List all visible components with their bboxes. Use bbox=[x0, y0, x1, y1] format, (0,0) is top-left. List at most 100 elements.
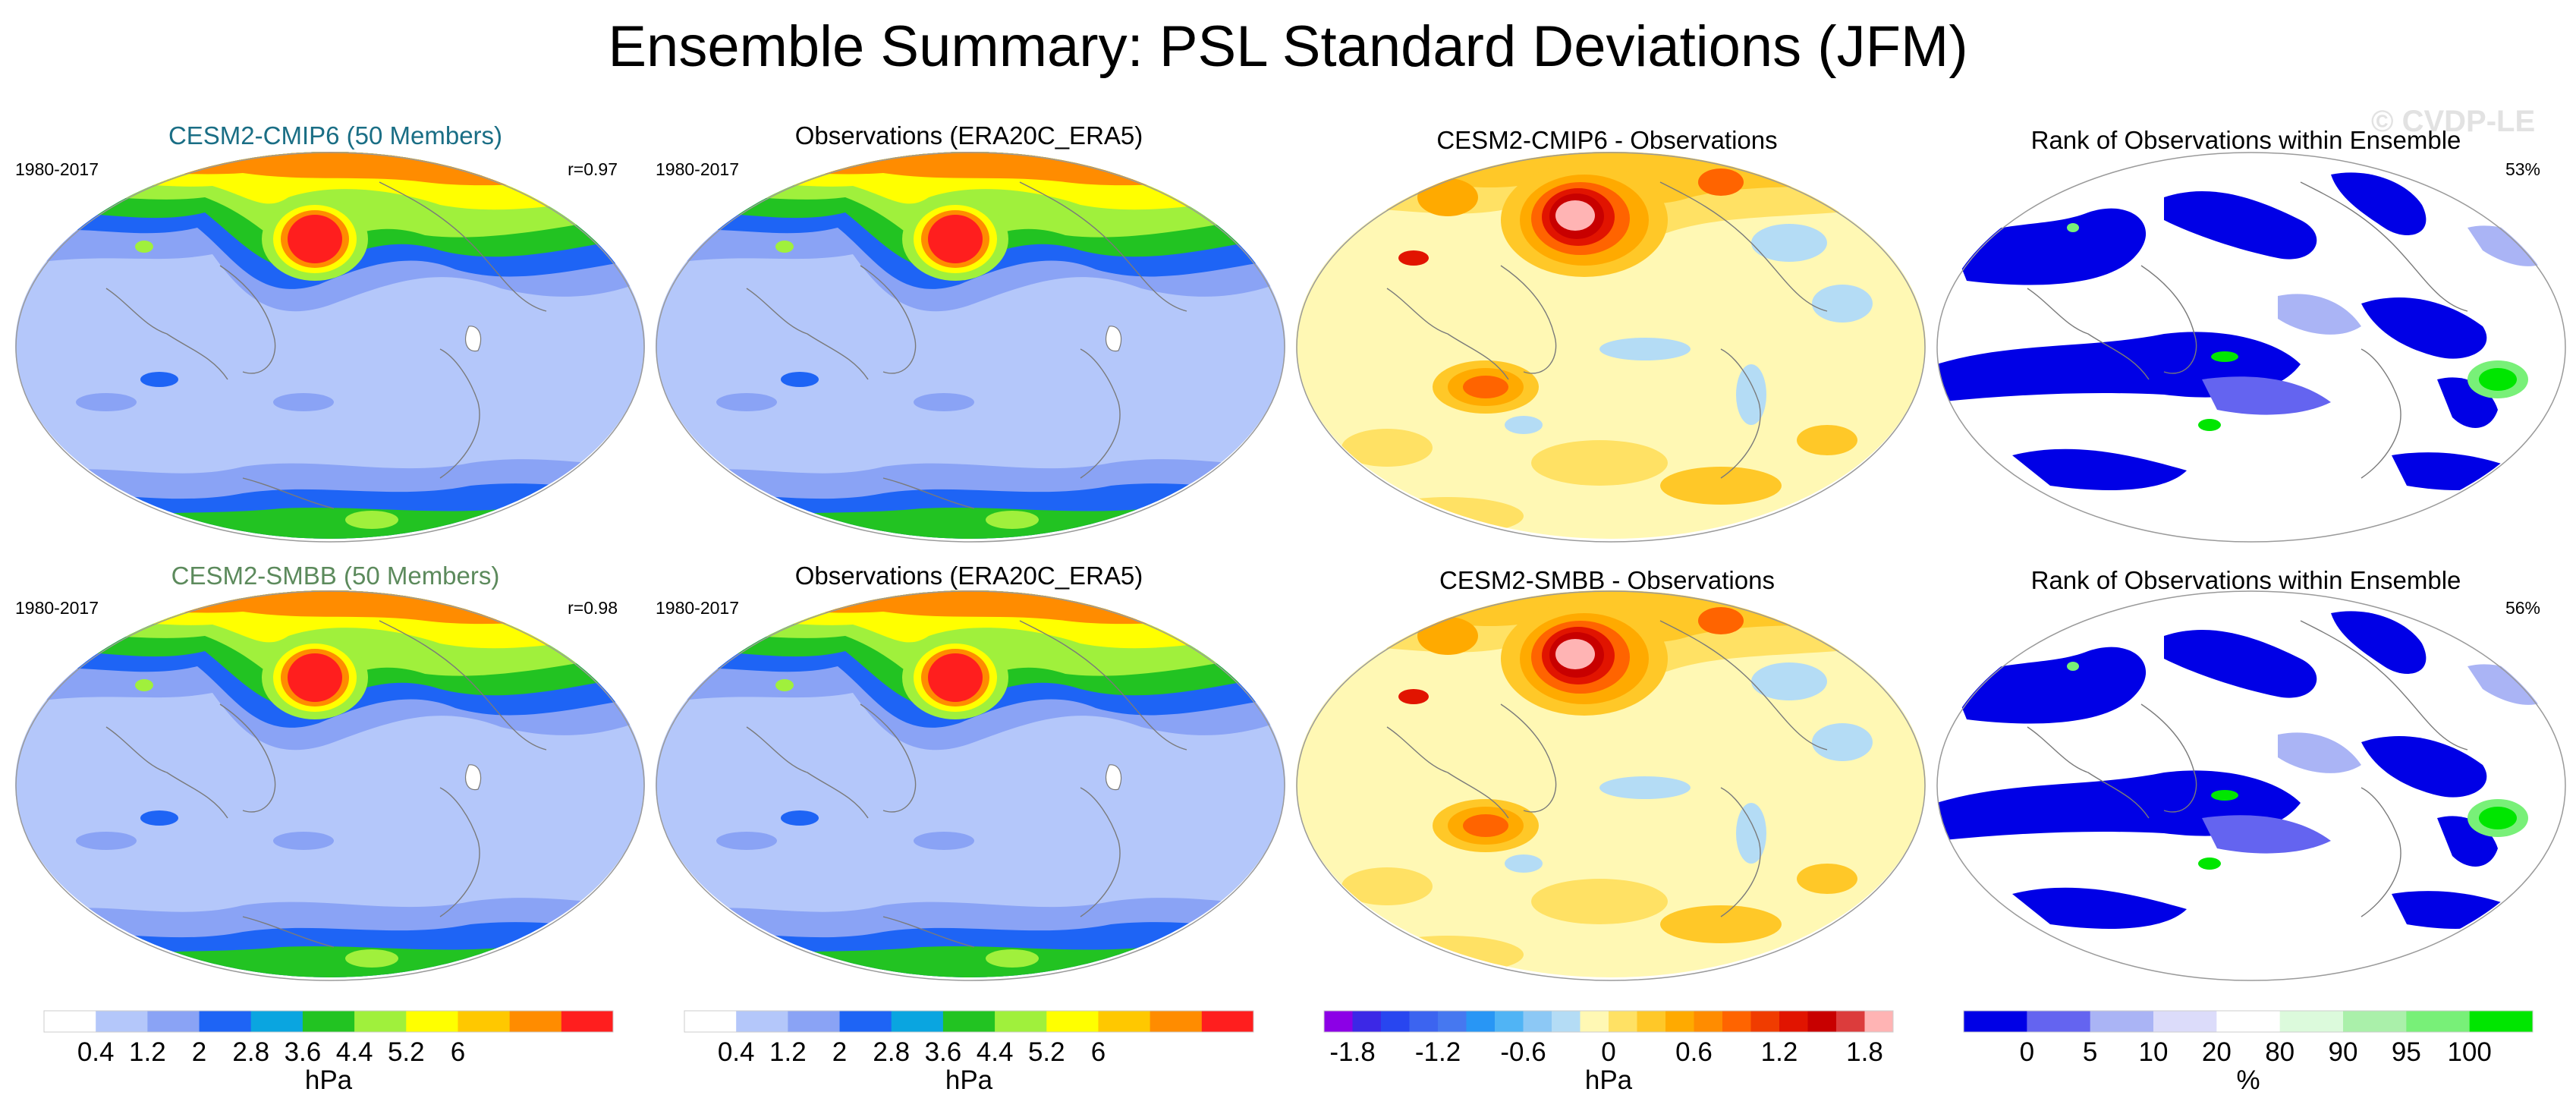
colorbar-swatch bbox=[891, 1011, 944, 1032]
colorbar-tick-label: 2.8 bbox=[873, 1037, 910, 1067]
period-label: 1980-2017 bbox=[656, 159, 739, 179]
colorbar-tick-label: 3.6 bbox=[285, 1037, 322, 1067]
colorbar-tick-label: 1.2 bbox=[769, 1037, 807, 1067]
colorbar-tick-label: 1.2 bbox=[129, 1037, 166, 1067]
colorbar-swatch bbox=[44, 1011, 96, 1032]
period-label: 1980-2017 bbox=[15, 159, 99, 179]
colorbar-swatch bbox=[1201, 1011, 1254, 1032]
colorbar-tick-label: 95 bbox=[2392, 1037, 2421, 1067]
colorbar-tick-label: 5 bbox=[2083, 1037, 2097, 1067]
colorbar-swatch bbox=[2469, 1011, 2534, 1032]
colorbar-swatch bbox=[736, 1011, 788, 1032]
colorbar-swatch bbox=[96, 1011, 148, 1032]
colorbar-swatch bbox=[354, 1011, 407, 1032]
colorbar-swatch bbox=[1523, 1011, 1552, 1032]
colorbar-tick-label: 2.8 bbox=[232, 1037, 269, 1067]
colorbar-tick-label: 0.6 bbox=[1675, 1037, 1713, 1067]
colorbar-tick-label: 1.8 bbox=[1846, 1037, 1883, 1067]
colorbar-swatch bbox=[942, 1011, 995, 1032]
colorbar-swatch bbox=[1836, 1011, 1865, 1032]
map-difference bbox=[1296, 590, 1926, 981]
colorbar-swatch bbox=[2090, 1011, 2154, 1032]
colorbar-frame bbox=[684, 1010, 1254, 1033]
colorbar-tick-label: 4.4 bbox=[977, 1037, 1014, 1067]
colorbar-tick-label: 5.2 bbox=[1028, 1037, 1065, 1067]
colorbar-rank: 0 5 10 20 80 90 95 100% bbox=[1963, 1010, 2534, 1095]
colorbar-tick-label: 100 bbox=[2447, 1037, 2491, 1067]
colorbar-swatch bbox=[1609, 1011, 1637, 1032]
colorbar-swatch bbox=[2343, 1011, 2407, 1032]
colorbar-swatch bbox=[1324, 1011, 1353, 1032]
colorbar-swatch bbox=[1352, 1011, 1382, 1032]
colorbar-swatch bbox=[1779, 1011, 1808, 1032]
colorbar-tick-label: 2 bbox=[192, 1037, 206, 1067]
colorbar-swatch bbox=[458, 1011, 511, 1032]
colorbar-swatch bbox=[1046, 1011, 1099, 1032]
colorbar-tick-label: 10 bbox=[2139, 1037, 2169, 1067]
period-label: 1980-2017 bbox=[656, 598, 739, 618]
colorbar-swatch bbox=[995, 1011, 1047, 1032]
panel-title-diff: CESM2-CMIP6 - Observations bbox=[1436, 126, 1778, 154]
colorbar-tick-label: 0 bbox=[1601, 1037, 1615, 1067]
map-cesm2-cmip6-std bbox=[15, 152, 645, 543]
colorbar-tick-label: -1.2 bbox=[1415, 1037, 1461, 1067]
colorbar-frame bbox=[1323, 1010, 1894, 1033]
colorbar-swatch bbox=[302, 1011, 355, 1032]
colorbar-swatch bbox=[1150, 1011, 1203, 1032]
panel-title-obs: Observations (ERA20C_ERA5) bbox=[794, 562, 1143, 590]
colorbar-swatch bbox=[684, 1011, 737, 1032]
figure-title: Ensemble Summary: PSL Standard Deviation… bbox=[608, 14, 1968, 79]
colorbar-swatch bbox=[1495, 1011, 1524, 1032]
colorbar-unit-label: hPa bbox=[305, 1065, 353, 1095]
colorbar-frame bbox=[43, 1010, 614, 1033]
colorbar-swatch bbox=[1409, 1011, 1439, 1032]
map-observations-std bbox=[656, 152, 1285, 543]
map-rank bbox=[1936, 590, 2566, 981]
colorbar-tick-label: 5.2 bbox=[388, 1037, 425, 1067]
colorbar-swatch bbox=[1750, 1011, 1780, 1032]
colorbar-swatch bbox=[2027, 1011, 2091, 1032]
colorbar-tick-label: 0.4 bbox=[718, 1037, 755, 1067]
colorbar-difference: -1.8 -1.2 -0.6 0 0.6 1.2 1.8 hPa bbox=[1323, 1010, 1894, 1095]
colorbar-std: 0.4 1.2 2 2.8 3.6 4.4 5.2 6 hPa bbox=[43, 1010, 614, 1095]
colorbar-tick-label: 0 bbox=[2020, 1037, 2034, 1067]
colorbar-tick-label: 90 bbox=[2329, 1037, 2358, 1067]
colorbar-swatch bbox=[147, 1011, 200, 1032]
panel-title-diff: CESM2-SMBB - Observations bbox=[1439, 566, 1775, 594]
colorbar-tick-label: -1.8 bbox=[1329, 1037, 1375, 1067]
colorbar-tick-label: 4.4 bbox=[336, 1037, 373, 1067]
colorbar-swatch bbox=[1665, 1011, 1694, 1032]
colorbar-unit-label: hPa bbox=[1585, 1065, 1633, 1095]
colorbar-swatch bbox=[1552, 1011, 1581, 1032]
colorbar-swatch bbox=[1637, 1011, 1666, 1032]
panel-title-smbb: CESM2-SMBB (50 Members) bbox=[171, 562, 500, 590]
colorbar-tick-label: 2 bbox=[832, 1037, 847, 1067]
colorbar-swatch bbox=[406, 1011, 458, 1032]
panel-title-rank: Rank of Observations within Ensemble bbox=[2030, 566, 2461, 594]
pattern-correlation: r=0.97 bbox=[568, 159, 618, 179]
colorbar-unit-label: hPa bbox=[945, 1065, 993, 1095]
colorbar-swatch bbox=[1466, 1011, 1496, 1032]
colorbar-swatch bbox=[1580, 1011, 1609, 1032]
colorbar-swatch bbox=[1438, 1011, 1467, 1032]
colorbar-tick-label: 0.4 bbox=[77, 1037, 115, 1067]
colorbar-swatch bbox=[1807, 1011, 1837, 1032]
pattern-correlation: r=0.98 bbox=[568, 598, 618, 618]
colorbar-swatch bbox=[2406, 1011, 2471, 1032]
colorbar-swatch bbox=[1864, 1011, 1894, 1032]
colorbar-swatch bbox=[1098, 1011, 1151, 1032]
panel-title-cmip6: CESM2-CMIP6 (50 Members) bbox=[168, 121, 503, 149]
colorbar-swatch bbox=[2279, 1011, 2344, 1032]
colorbar-frame bbox=[1963, 1010, 2534, 1033]
colorbar-swatch bbox=[250, 1011, 304, 1032]
colorbar-swatch bbox=[509, 1011, 562, 1032]
colorbar-swatch bbox=[1694, 1011, 1723, 1032]
panel-title-obs: Observations (ERA20C_ERA5) bbox=[794, 121, 1143, 149]
map-cesm2-smbb-std bbox=[15, 590, 645, 981]
colorbar-swatch bbox=[199, 1011, 252, 1032]
colorbar-swatch bbox=[788, 1011, 841, 1032]
watermark: © CVDP-LE bbox=[2371, 105, 2536, 138]
colorbar-swatch bbox=[2153, 1011, 2217, 1032]
panel-title-rank: Rank of Observations within Ensemble bbox=[2030, 126, 2461, 154]
map-rank bbox=[1936, 152, 2566, 543]
